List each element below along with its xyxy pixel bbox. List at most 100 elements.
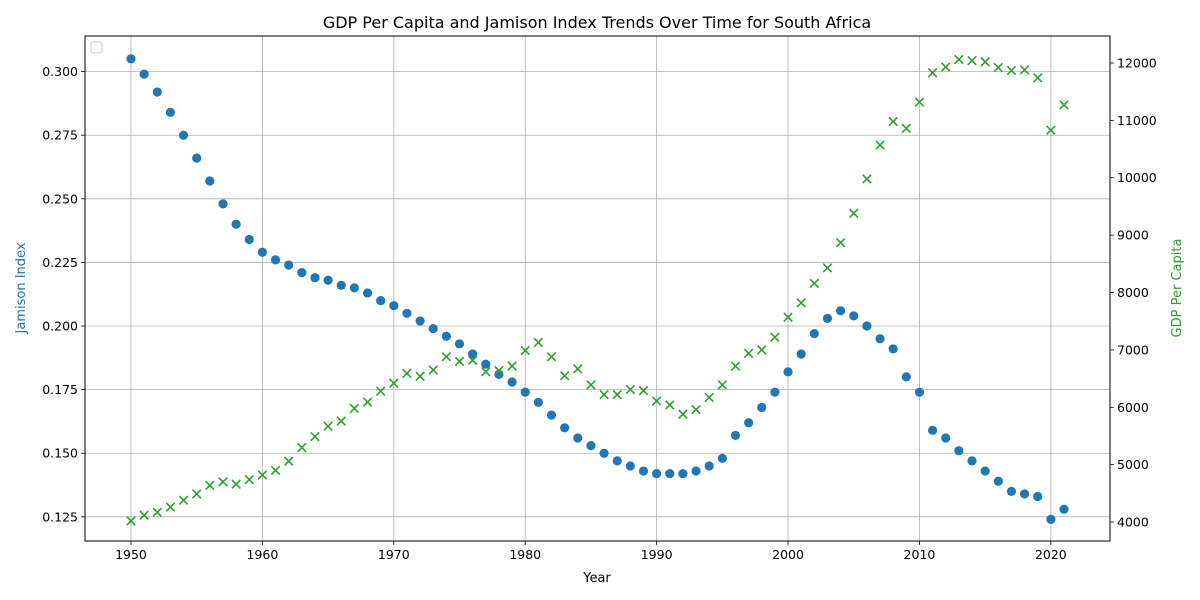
jamison-index-point — [757, 402, 767, 413]
gdp-per-capita-point — [770, 332, 780, 343]
jamison-index-point — [507, 377, 517, 387]
x-tick-label: 1980 — [509, 547, 541, 562]
gdp-per-capita-point — [533, 337, 544, 348]
jamison-index-point — [415, 316, 425, 326]
y-tick-label-left: 0.275 — [42, 128, 78, 143]
jamison-index-point — [625, 461, 635, 471]
jamison-index-point — [284, 260, 294, 270]
jamison-index-point — [1019, 489, 1030, 499]
x-tick-label: 2010 — [904, 547, 936, 562]
y-tick-label-left: 0.225 — [42, 255, 78, 270]
gdp-per-capita-point — [520, 345, 530, 356]
jamison-index-point — [362, 288, 373, 298]
jamison-index-point — [257, 247, 268, 257]
y-tick-label-right: 8000 — [1117, 285, 1149, 300]
y-axis-left-label: Jamison Index — [14, 242, 29, 334]
jamison-index-point — [560, 423, 570, 433]
jamison-index-point — [231, 219, 241, 229]
gdp-per-capita-point — [231, 479, 241, 489]
gdp-per-capita-point — [967, 55, 977, 66]
gdp-per-capita-point — [835, 237, 846, 248]
gdp-per-capita-point — [441, 352, 452, 362]
jamison-index-point — [297, 267, 307, 278]
gdp-per-capita-point — [270, 465, 281, 476]
plot-marks — [126, 54, 1069, 526]
y-tick-label-left: 0.150 — [42, 446, 78, 461]
gdp-per-capita-point — [1059, 100, 1069, 110]
gdp-per-capita-point — [862, 174, 872, 184]
jamison-index-point — [927, 425, 938, 435]
gdp-per-capita-point — [638, 385, 649, 396]
jamison-index-point — [428, 323, 438, 334]
gdp-per-capita-point — [1046, 125, 1056, 135]
gdp-per-capita-point — [178, 495, 189, 506]
gdp-per-capita-point — [1019, 65, 1030, 75]
jamison-index-point — [822, 313, 833, 323]
gdp-per-capita-point — [927, 67, 938, 78]
gdp-per-capita-point — [573, 364, 583, 374]
gdp-per-capita-point — [310, 431, 320, 442]
gdp-per-capita-point — [165, 502, 176, 512]
jamison-index-point — [165, 107, 176, 117]
gdp-per-capita-point — [940, 62, 951, 72]
gdp-per-capita-point — [665, 400, 675, 410]
jamison-index-point — [638, 466, 649, 476]
gdp-per-capita-point — [993, 62, 1004, 73]
gdp-per-capita-point — [743, 348, 754, 359]
jamison-index-point — [849, 311, 859, 321]
gdp-per-capita-point — [415, 371, 425, 382]
jamison-index-point — [914, 387, 925, 397]
y-tick-label-right: 4000 — [1117, 515, 1149, 530]
jamison-index-point — [546, 410, 557, 420]
jamison-index-point — [336, 280, 346, 290]
gdp-per-capita-point — [914, 97, 925, 107]
jamison-index-point — [205, 176, 215, 186]
y-tick-label-right: 6000 — [1117, 400, 1149, 415]
jamison-index-point — [126, 54, 136, 64]
chart-title: GDP Per Capita and Jamison Index Trends … — [323, 13, 871, 32]
jamison-index-point — [481, 359, 491, 369]
jamison-index-point — [389, 301, 399, 311]
gdp-per-capita-point — [625, 384, 636, 395]
jamison-index-point — [1046, 514, 1056, 524]
jamison-index-point — [717, 453, 727, 463]
y-tick-label-right: 7000 — [1117, 342, 1149, 357]
gdp-per-capita-point — [1006, 65, 1017, 76]
x-tick-label: 1960 — [246, 547, 278, 562]
jamison-index-point — [178, 130, 189, 140]
jamison-index-point — [599, 448, 609, 458]
jamison-index-point — [901, 372, 911, 382]
jamison-index-point — [665, 468, 675, 479]
gdp-per-capita-point — [428, 365, 439, 375]
jamison-index-point — [270, 255, 281, 265]
legend-box — [90, 41, 103, 54]
gdp-per-capita-point — [244, 474, 255, 485]
y-tick-label-right: 11000 — [1117, 113, 1157, 128]
y-tick-label-right: 12000 — [1117, 55, 1157, 70]
gdp-per-capita-point — [599, 389, 609, 400]
jamison-index-point — [941, 433, 951, 443]
gdp-per-capita-point — [494, 365, 504, 376]
jamison-index-point — [967, 456, 977, 466]
x-tick-label: 1950 — [115, 547, 147, 562]
gdp-per-capita-point — [375, 386, 386, 396]
gdp-per-capita-point — [888, 116, 898, 127]
jamison-index-point — [573, 433, 583, 443]
jamison-index-point — [993, 476, 1003, 486]
jamison-index-point — [730, 430, 741, 441]
gdp-per-capita-point — [559, 370, 570, 381]
jamison-index-point — [454, 339, 465, 349]
gdp-per-capita-point — [717, 380, 728, 390]
gdp-per-capita-point — [809, 278, 820, 289]
gdp-per-capita-point — [756, 345, 767, 355]
y-tick-label-left: 0.175 — [42, 382, 78, 397]
jamison-index-point — [954, 446, 964, 456]
jamison-index-point — [836, 306, 846, 316]
plot-frame — [84, 35, 1111, 542]
y-axis-right-label: GDP Per Capita — [1170, 239, 1185, 338]
jamison-index-point — [770, 387, 780, 397]
gdp-per-capita-point — [454, 356, 465, 367]
jamison-index-point — [349, 283, 359, 293]
gdp-per-capita-point — [126, 516, 136, 526]
